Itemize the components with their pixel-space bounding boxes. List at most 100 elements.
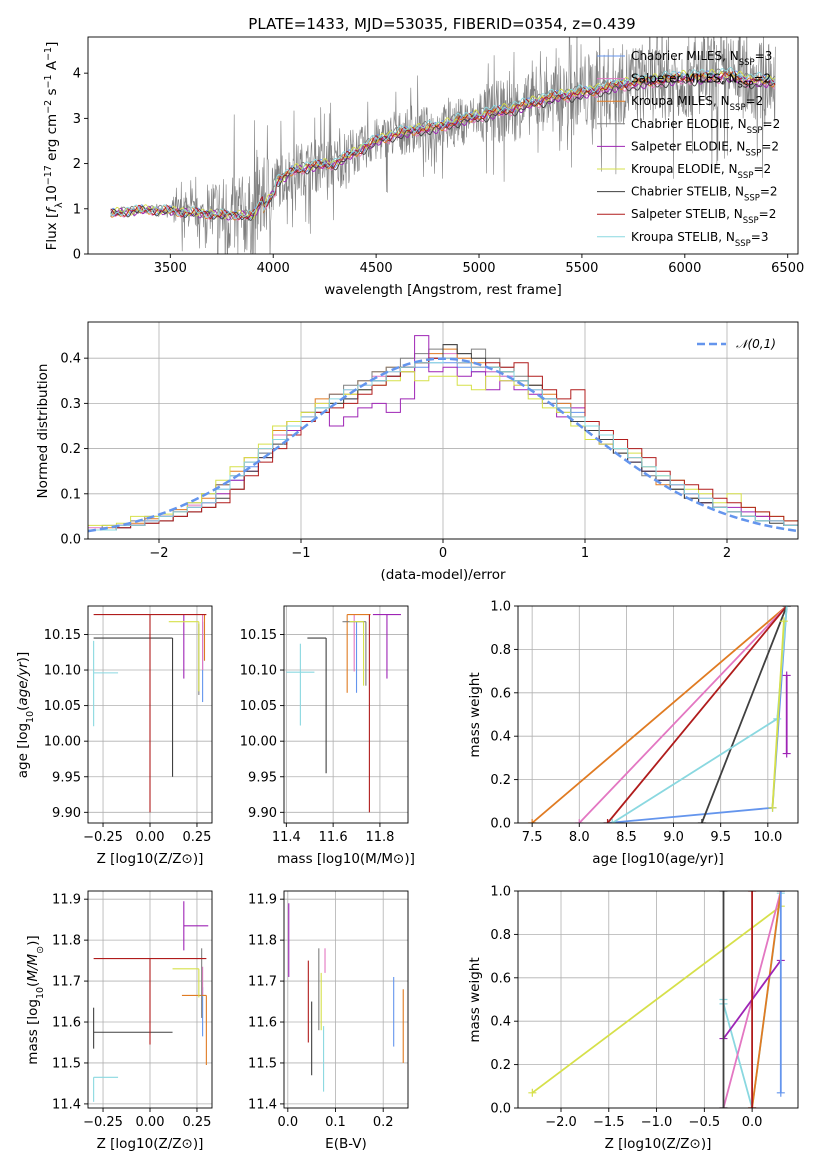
residuals-frame	[87, 321, 799, 540]
mass_weight_vs_age-xtick-label: 10.0	[753, 830, 782, 845]
spectrum-xtick-label: 6500	[771, 261, 804, 276]
residuals-xtick-label: −1	[291, 546, 310, 561]
spectrum-xtick-label: 5500	[565, 261, 598, 276]
mass_vs_Z-ytick-label: 11.5	[52, 1056, 81, 1071]
age-z-y-axis-label: age [log10(age/yr)]	[15, 652, 36, 778]
mass_weight_vs_Z-ytick-label: 0.2	[490, 1058, 511, 1073]
age_vs_mass-ytick-label: 10.05	[240, 699, 277, 714]
age_vs_mass-ytick-label: 9.95	[248, 770, 277, 785]
mass_vs_ebv-plot-area	[288, 903, 404, 1092]
mass_vs_Z-ytick-label: 11.6	[52, 1016, 81, 1031]
mass_weight_vs_age-point-marker	[697, 819, 706, 823]
spectrum-xtick-label: 6000	[668, 261, 701, 276]
spectrum-frame	[87, 36, 799, 255]
residual-histogram-step	[88, 357, 798, 531]
mass_weight_vs_Z-series-line	[531, 905, 782, 1094]
mass_weight_vs_Z-ytick-label: 1.0	[490, 885, 511, 900]
mass_vs_Z-xtick-label: 0.25	[182, 1115, 211, 1130]
mass_vs_Z-ytick-label: 11.8	[52, 934, 81, 949]
mass_weight_vs_Z-xtick-label: −2.0	[545, 1115, 577, 1130]
residuals-xtick-label: 0	[439, 546, 447, 561]
mass_weight_vs_age-ytick-label: 0.4	[490, 730, 511, 745]
spectrum-legend-label: Kroupa ELODIE, NSSP=2	[631, 162, 771, 181]
mass_weight_vs_age-point-marker	[603, 819, 612, 823]
spectrum-title: PLATE=1433, MJD=53035, FIBERID=0354, z=0…	[248, 15, 635, 33]
mass_vs_Z-frame	[87, 890, 213, 1109]
mass_weight_vs_age-xtick-label: 9.0	[663, 830, 684, 845]
mass_weight_vs_Z-point-marker	[776, 1088, 785, 1097]
spectrum-model-line	[110, 66, 776, 220]
age_vs_Z-plot-area	[93, 613, 207, 813]
residuals-xtick-label: 2	[723, 546, 731, 561]
age_vs_mass-ytick-label: 9.90	[248, 806, 277, 821]
spectrum-legend-label: Kroupa STELIB, NSSP=3	[631, 230, 769, 249]
spectrum-y-axis-label: Flux [fλ10−17 erg cm−2 s−1 A−1]	[43, 42, 65, 251]
age_vs_Z-ytick-label: 10.05	[44, 699, 81, 714]
mass_weight_vs_Z-xtick-label: −0.5	[689, 1115, 721, 1130]
age_vs_mass-xtick-label: 11.8	[365, 830, 394, 845]
residual-x-axis-label: (data-model)/error	[380, 567, 506, 583]
mass_vs_ebv-frame	[283, 890, 409, 1109]
mass_weight_vs_age-frame	[517, 605, 799, 824]
normal-legend-label: 𝒩(0,1)	[736, 337, 776, 351]
mass_weight_vs_age-point-marker	[608, 819, 617, 823]
spectrum-legend-label: Chabrier STELIB, NSSP=2	[631, 185, 778, 204]
residuals-ytick-label: 0.0	[60, 533, 81, 548]
mass_vs_ebv-ytick-label: 11.8	[248, 934, 277, 949]
spectrum-ytick-label: 2	[73, 157, 81, 172]
mass_weight_vs_Z-point-marker	[719, 891, 728, 895]
mass_weight_vs_age-ytick-label: 0.6	[490, 686, 511, 701]
mass_vs_ebv-ytick-label: 11.5	[248, 1056, 277, 1071]
mass_vs_ebv-ytick-label: 11.9	[248, 893, 277, 908]
spectrum-legend-label: Salpeter STELIB, NSSP=2	[631, 207, 776, 226]
mass_weight_vs_age-xtick-label: 8.0	[569, 830, 590, 845]
age-weight-x-axis-label: age [log10(age/yr)]	[592, 851, 724, 867]
age_vs_mass-xtick-label: 11.6	[319, 830, 348, 845]
spectrum-model-line	[110, 71, 776, 220]
age-weight-y-axis-label: mass weight	[467, 672, 483, 757]
spectrum-legend-label: Salpeter MILES, NSSP=2	[631, 72, 771, 91]
residuals-plot-area	[88, 335, 798, 533]
mass_weight_vs_age-point-marker	[575, 819, 584, 823]
age_vs_Z-xtick-label: 0.25	[182, 830, 211, 845]
spectrum-ytick-label: 0	[73, 248, 81, 263]
mass_weight_vs_Z-xtick-label: −1.5	[593, 1115, 625, 1130]
mass_weight_vs_age-plot-area	[528, 606, 791, 823]
mass_weight_vs_Z-ytick-label: 0.0	[490, 1102, 511, 1117]
spectrum-model-line	[110, 75, 776, 221]
mass-ebv-x-axis-label: E(B-V)	[325, 1136, 367, 1152]
mass_weight_vs_age-ytick-label: 0.2	[490, 773, 511, 788]
mass_weight_vs_Z-point-marker	[776, 891, 785, 895]
age-z-x-axis-label: Z [log10(Z/Z⊙)]	[97, 851, 204, 867]
mass_weight_vs_age-ytick-label: 1.0	[490, 600, 511, 615]
spectrum-ytick-label: 3	[73, 112, 81, 127]
age_vs_Z-ytick-label: 10.00	[44, 735, 81, 750]
residuals-xtick-label: 1	[581, 546, 589, 561]
mass_weight_vs_age-point-marker	[782, 606, 791, 610]
age_vs_mass-ytick-label: 10.00	[240, 735, 277, 750]
mass_weight_vs_age-xtick-label: 9.5	[710, 830, 731, 845]
mass_weight_vs_age-series-line	[531, 606, 788, 823]
mass_weight_vs_age-ytick-label: 0.8	[490, 643, 511, 658]
spectrum-legend-label: Chabrier ELODIE, NSSP=2	[631, 117, 780, 136]
normal-distribution-curve	[88, 357, 798, 533]
age_vs_Z-ytick-label: 9.95	[52, 770, 81, 785]
mass_weight_vs_age-series-line	[606, 606, 788, 823]
mass_weight_vs_age-ytick-label: 0.0	[490, 817, 511, 832]
residuals-ytick-label: 0.2	[60, 442, 81, 457]
mass_vs_ebv-xtick-label: 0.0	[277, 1115, 298, 1130]
residuals-ytick-label: 0.4	[60, 352, 81, 367]
z-weight-x-axis-label: Z [log10(Z/Z⊙)]	[605, 1136, 712, 1152]
mass_vs_Z-xtick-label: −0.25	[83, 1115, 123, 1130]
mass_weight_vs_age-point-marker	[782, 749, 791, 758]
spectrum-xtick-label: 3500	[154, 261, 187, 276]
mass_vs_ebv-xtick-label: 0.1	[325, 1115, 346, 1130]
mass_vs_Z-xtick-label: 0.00	[136, 1115, 165, 1130]
spectrum-legend-label: Kroupa MILES, NSSP=2	[631, 94, 763, 113]
mass_weight_vs_Z-plot-area	[528, 891, 785, 1108]
z-weight-y-axis-label: mass weight	[467, 957, 483, 1042]
spectrum-xtick-label: 4500	[360, 261, 393, 276]
age_vs_Z-ytick-label: 9.90	[52, 806, 81, 821]
mass_weight_vs_age-series-line	[578, 606, 788, 823]
